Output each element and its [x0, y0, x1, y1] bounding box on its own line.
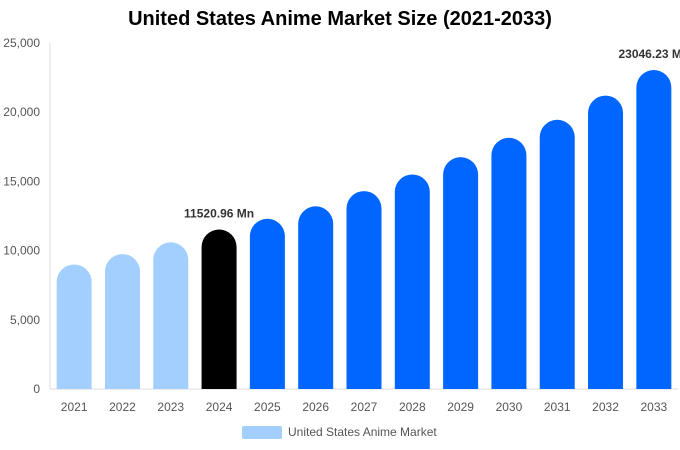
- x-tick-label: 2026: [302, 400, 329, 414]
- data-label: 11520.96 Mn: [184, 207, 254, 221]
- y-tick-label: 5,000: [10, 313, 40, 327]
- x-tick-label: 2021: [61, 400, 88, 414]
- y-tick-label: 20,000: [3, 105, 40, 119]
- y-tick-label: 15,000: [3, 174, 40, 188]
- x-tick-label: 2030: [496, 400, 523, 414]
- x-tick-label: 2031: [544, 400, 571, 414]
- bar-2024: [201, 229, 237, 389]
- bar-2033: [636, 70, 672, 390]
- bar-2031: [539, 119, 575, 389]
- x-tick-label: 2022: [109, 400, 136, 414]
- chart-labels: 0 5,000 10,000 15,000 20,000 25,000 2021 2022 20…: [3, 36, 680, 414]
- bar-2023: [153, 242, 189, 389]
- data-label: 23046.23 Mn: [618, 47, 680, 61]
- x-tick-label: 2033: [640, 400, 667, 414]
- legend-swatch: [242, 425, 282, 439]
- legend-label: United States Anime Market: [288, 425, 437, 439]
- x-tick-label: 2025: [254, 400, 281, 414]
- bar-2025: [249, 218, 285, 389]
- x-tick-label: 2029: [447, 400, 474, 414]
- x-tick-label: 2028: [399, 400, 426, 414]
- bar-2022: [104, 254, 140, 389]
- bar-2026: [298, 206, 334, 389]
- bar-2021: [56, 264, 92, 389]
- x-tick-label: 2027: [351, 400, 378, 414]
- bar-2029: [443, 157, 479, 389]
- bar-2032: [588, 95, 624, 389]
- legend[interactable]: United States Anime Market: [242, 425, 437, 439]
- bar-2028: [394, 174, 430, 389]
- y-tick-label: 25,000: [3, 36, 40, 50]
- y-tick-label: 10,000: [3, 244, 40, 258]
- x-tick-label: 2023: [157, 400, 184, 414]
- x-tick-label: 2032: [592, 400, 619, 414]
- bar-2027: [346, 191, 382, 389]
- bar-2030: [491, 137, 527, 389]
- x-tick-label: 2024: [206, 400, 233, 414]
- chart-bars: [56, 70, 672, 390]
- y-tick-label: 0: [33, 382, 40, 396]
- chart-title: United States Anime Market Size (2021-20…: [128, 8, 552, 30]
